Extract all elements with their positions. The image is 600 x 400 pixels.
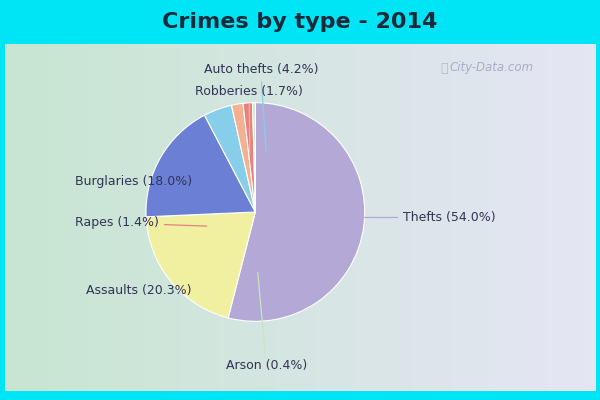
Text: Burglaries (18.0%): Burglaries (18.0%) <box>75 175 211 188</box>
Text: Assaults (20.3%): Assaults (20.3%) <box>86 276 211 297</box>
Text: City-Data.com: City-Data.com <box>450 62 534 74</box>
Wedge shape <box>228 103 365 321</box>
Wedge shape <box>253 103 256 212</box>
Text: Auto thefts (4.2%): Auto thefts (4.2%) <box>203 63 318 152</box>
Text: Rapes (1.4%): Rapes (1.4%) <box>75 216 206 230</box>
Text: Thefts (54.0%): Thefts (54.0%) <box>315 211 496 224</box>
Wedge shape <box>232 103 256 212</box>
Wedge shape <box>146 115 256 217</box>
Text: Crimes by type - 2014: Crimes by type - 2014 <box>163 12 437 32</box>
Text: Robberies (1.7%): Robberies (1.7%) <box>195 85 303 154</box>
Text: ⓘ: ⓘ <box>440 62 448 74</box>
Wedge shape <box>146 212 256 318</box>
Wedge shape <box>243 103 256 212</box>
Text: Arson (0.4%): Arson (0.4%) <box>226 273 307 372</box>
Wedge shape <box>205 105 256 212</box>
